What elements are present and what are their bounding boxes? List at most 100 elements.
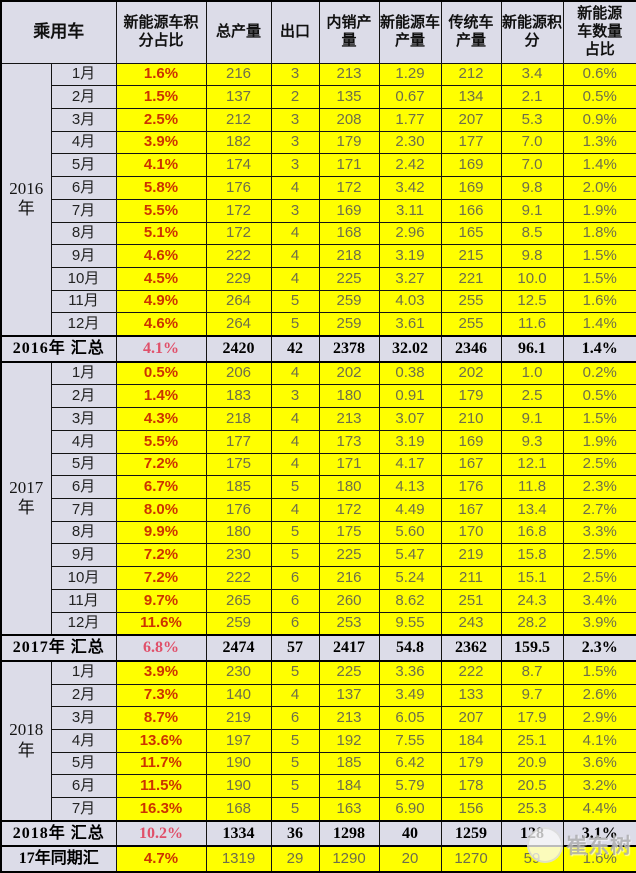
- month-label: 2月: [50, 683, 117, 708]
- cell-domestic-output: 202: [318, 361, 380, 386]
- cell-export: 4: [270, 429, 320, 454]
- cell-nev-credit-share: 7.3%: [115, 683, 207, 708]
- cell-domestic-output: 180: [318, 475, 380, 499]
- cell-total-output: 183: [205, 384, 272, 409]
- cell-total-output: 172: [205, 221, 272, 246]
- summary-nev-credits: 128: [500, 819, 564, 848]
- table-row: 4月 3.9% 182 3 179 2.30 177 7.0 1.3%: [1, 130, 636, 155]
- summary-traditional-output: 2362: [440, 634, 502, 662]
- prior-export: 29: [270, 845, 320, 873]
- cell-domestic-output: 172: [318, 176, 380, 200]
- cell-nev-credits: 8.5: [500, 221, 564, 246]
- cell-nev-output: 7.55: [378, 728, 442, 753]
- summary-nev-output: 54.8: [378, 634, 442, 662]
- month-label: 8月: [50, 221, 117, 246]
- cell-export: 5: [270, 289, 320, 314]
- cell-nev-output: 5.47: [378, 543, 442, 568]
- cell-nev-count-share: 1.5%: [562, 660, 636, 685]
- summary-nev-credit-share: 10.2%: [115, 819, 207, 848]
- cell-nev-credits: 20.9: [500, 751, 564, 776]
- month-label: 7月: [50, 797, 117, 822]
- cell-traditional-output: 251: [440, 588, 502, 613]
- cell-traditional-output: 210: [440, 407, 502, 431]
- cell-nev-credit-share: 4.9%: [115, 289, 207, 314]
- cell-nev-credit-share: 4.1%: [115, 153, 207, 178]
- cell-domestic-output: 175: [318, 520, 380, 545]
- cell-nev-credit-share: 4.5%: [115, 266, 207, 291]
- cell-nev-output: 4.17: [378, 452, 442, 477]
- cell-nev-credit-share: 2.5%: [115, 107, 207, 132]
- cell-total-output: 264: [205, 312, 272, 337]
- table-row: 8月 5.1% 172 4 168 2.96 165 8.5 1.8%: [1, 221, 636, 246]
- cell-nev-credit-share: 9.7%: [115, 588, 207, 613]
- table-row: 4月 13.6% 197 5 192 7.55 184 25.1 4.1%: [1, 728, 636, 753]
- table-row: 10月 7.2% 222 6 216 5.24 211 15.1 2.5%: [1, 566, 636, 590]
- cell-export: 3: [270, 130, 320, 155]
- cell-total-output: 265: [205, 588, 272, 613]
- cell-nev-output: 1.77: [378, 107, 442, 132]
- cell-nev-count-share: 1.5%: [562, 407, 636, 431]
- cell-export: 2: [270, 85, 320, 109]
- cell-nev-output: 2.30: [378, 130, 442, 155]
- cell-traditional-output: 176: [440, 475, 502, 499]
- table-row: 2月 7.3% 140 4 137 3.49 133 9.7 2.6%: [1, 683, 636, 708]
- year-label: 2016年: [0, 62, 52, 337]
- table-row: 4月 5.5% 177 4 173 3.19 169 9.3 1.9%: [1, 429, 636, 454]
- month-label: 3月: [50, 407, 117, 431]
- cell-nev-credits: 9.3: [500, 429, 564, 454]
- summary-label: 2016年 汇总: [0, 335, 117, 363]
- month-label: 4月: [50, 130, 117, 155]
- cell-nev-output: 2.42: [378, 153, 442, 178]
- summary-row: 2016年 汇总 4.1% 2420 42 2378 32.02 2346 96.1 1.4%: [0, 335, 636, 363]
- cell-traditional-output: 221: [440, 266, 502, 291]
- month-label: 2月: [50, 85, 117, 109]
- cell-nev-credits: 20.5: [500, 774, 564, 799]
- cell-nev-output: 3.49: [378, 683, 442, 708]
- month-label: 9月: [50, 244, 117, 268]
- cell-nev-credits: 24.3: [500, 588, 564, 613]
- cell-traditional-output: 219: [440, 543, 502, 568]
- cell-traditional-output: 165: [440, 221, 502, 246]
- cell-export: 4: [270, 176, 320, 200]
- cell-traditional-output: 169: [440, 153, 502, 178]
- prior-period-row: 17年同期汇 4.7% 1319 29 1290 20 1270 59 1.6%: [0, 845, 636, 873]
- cell-nev-count-share: 2.5%: [562, 452, 636, 477]
- cell-nev-credit-share: 7.2%: [115, 452, 207, 477]
- cell-nev-credits: 15.1: [500, 566, 564, 590]
- summary-nev-credit-share: 4.1%: [115, 335, 207, 363]
- cell-traditional-output: 178: [440, 774, 502, 799]
- cell-nev-count-share: 2.9%: [562, 706, 636, 730]
- header-export: 出口: [270, 0, 320, 64]
- summary-domestic-output: 2417: [318, 634, 380, 662]
- table-row: 2017年 1月 0.5% 206 4 202 0.38 202 1.0 0.2%: [0, 361, 636, 636]
- cell-traditional-output: 215: [440, 244, 502, 268]
- cell-nev-credit-share: 4.6%: [115, 244, 207, 268]
- prior-nev-output: 20: [378, 845, 442, 873]
- cell-traditional-output: 177: [440, 130, 502, 155]
- cell-nev-output: 3.11: [378, 198, 442, 223]
- summary-nev-count-share: 3.1%: [562, 819, 636, 848]
- prior-nev-count-share: 1.6%: [562, 845, 636, 873]
- cell-traditional-output: 255: [440, 289, 502, 314]
- prior-domestic-output: 1290: [318, 845, 380, 873]
- cell-total-output: 219: [205, 706, 272, 730]
- cell-export: 5: [270, 751, 320, 776]
- month-label: 6月: [50, 774, 117, 799]
- month-label: 7月: [50, 497, 117, 522]
- cell-nev-count-share: 3.4%: [562, 588, 636, 613]
- month-label: 1月: [50, 62, 117, 87]
- cell-nev-count-share: 3.9%: [562, 611, 636, 636]
- cell-nev-count-share: 4.1%: [562, 728, 636, 753]
- month-label: 6月: [50, 475, 117, 499]
- cell-domestic-output: 213: [318, 706, 380, 730]
- table-row: 9月 4.6% 222 4 218 3.19 215 9.8 1.5%: [1, 244, 636, 268]
- prior-total-output: 1319: [205, 845, 272, 873]
- cell-export: 4: [270, 244, 320, 268]
- cell-nev-credit-share: 5.5%: [115, 198, 207, 223]
- month-label: 1月: [50, 660, 117, 685]
- cell-nev-count-share: 0.2%: [562, 361, 636, 386]
- cell-total-output: 206: [205, 361, 272, 386]
- header-domestic-output: 内销产量: [318, 0, 380, 64]
- table-row: 7月 16.3% 168 5 163 6.90 156 25.3 4.4%: [1, 797, 636, 822]
- cell-domestic-output: 171: [318, 153, 380, 178]
